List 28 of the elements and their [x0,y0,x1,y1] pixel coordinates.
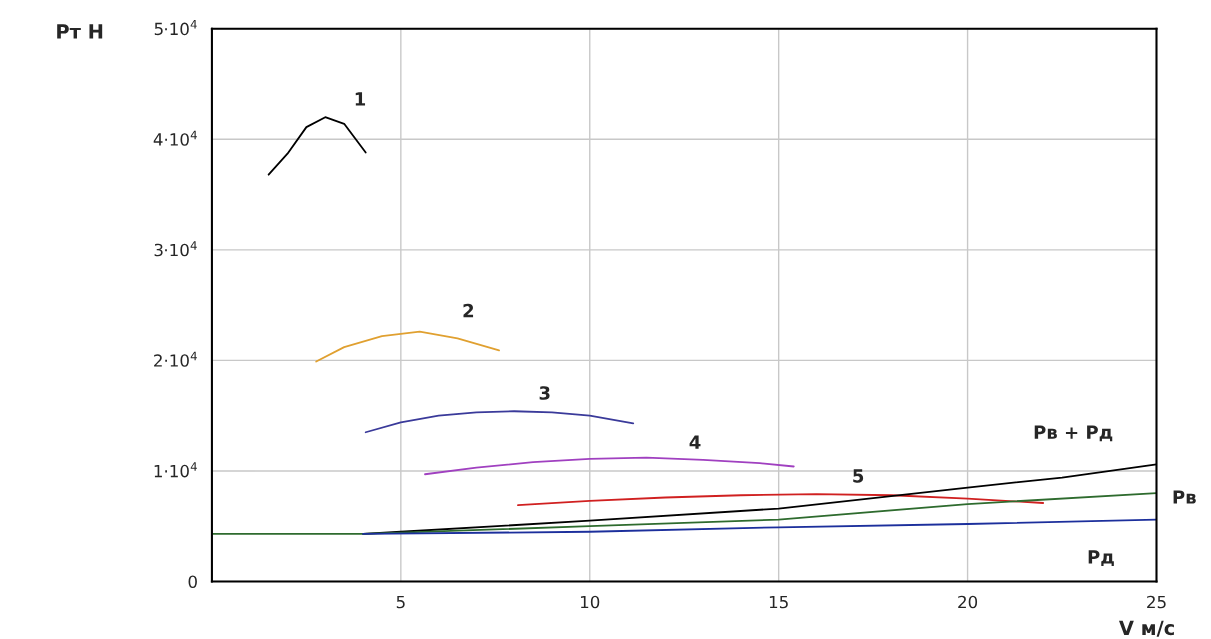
line-series [211,492,1157,535]
line-series [517,493,1045,507]
y-axis-title: Рт Н [57,24,103,39]
y-tick-label: 3·10$^{4}$ [154,241,197,257]
y-tick-label: 5·10$^{4}$ [154,20,197,36]
series-label: 1 [355,92,366,106]
x-tick-label: 5 [396,595,405,609]
series-label: 4 [689,435,701,449]
line-series [362,518,1157,535]
series-label: Рв [1173,490,1196,504]
x-tick-label: 25 [1147,595,1166,609]
line-series [267,116,367,176]
y-tick-label: 0 [188,575,197,589]
line-series [424,456,795,476]
line-series [315,330,500,363]
series-label: 3 [539,386,550,400]
series-label: Рд [1088,550,1114,566]
y-tick-label: 4·10$^{4}$ [153,130,197,146]
x-tick-label: 10 [580,595,600,609]
x-tick-label: 20 [958,595,978,609]
series-label: 2 [463,303,474,318]
series-label: 5 [853,469,864,483]
y-tick-label: 1·10$^{4}$ [154,462,197,478]
series-label: Рв + Рд [1034,425,1113,442]
line-series [364,410,635,434]
x-tick-label: 15 [769,595,788,609]
x-axis-title: V м/с [1118,620,1174,637]
y-tick-label: 2·10$^{4}$ [154,351,197,367]
